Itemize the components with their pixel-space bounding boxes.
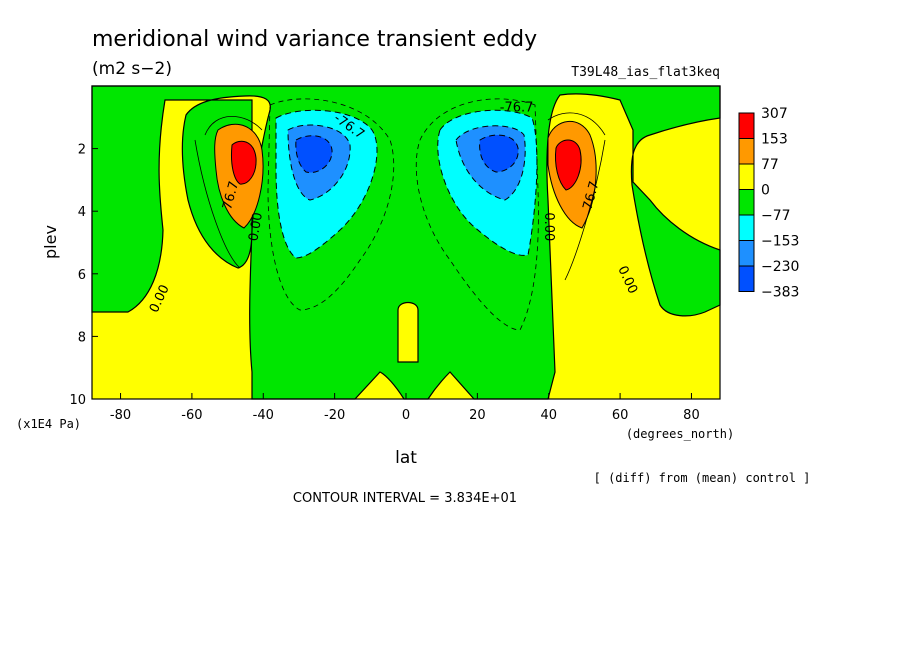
- y-axis-units: (x1E4 Pa): [16, 417, 81, 431]
- x-tick-label: -40: [253, 408, 274, 423]
- contour-line: [204, 115, 263, 136]
- contour-label: 0.00: [541, 212, 556, 241]
- contour-label: 76.7: [220, 180, 242, 212]
- lobe-right-blue: [479, 134, 519, 173]
- y-axis-label: plev: [41, 225, 60, 259]
- contour-line: [547, 112, 606, 136]
- x-tick-label: 80: [683, 408, 700, 423]
- x-tick-label: 20: [469, 408, 486, 423]
- contour-label: 76.7: [581, 180, 603, 212]
- colorbar-label: −230: [761, 259, 799, 275]
- x-axis-units: (degrees_north): [626, 427, 734, 441]
- contour-label: -76.7: [500, 100, 534, 115]
- lobe-left-blue: [295, 135, 333, 174]
- y-tick-label: 6: [78, 268, 86, 283]
- x-tick-label: 40: [540, 408, 557, 423]
- colorbar: 307 153 77 0 −77 −153 −230 −383: [738, 106, 799, 301]
- colorbar-swatch: [738, 163, 755, 190]
- chart-title: meridional wind variance transient eddy: [92, 27, 537, 52]
- contour-interval: CONTOUR INTERVAL = 3.834E+01: [293, 491, 517, 506]
- colorbar-label: 153: [761, 132, 788, 148]
- diff-note: [ (diff) from (mean) control ]: [594, 471, 811, 485]
- colorbar-label: −383: [761, 285, 799, 301]
- y-axis: 2 4 6 8 10: [69, 143, 98, 408]
- colorbar-label: 77: [761, 157, 779, 173]
- x-axis-label: lat: [395, 448, 417, 468]
- contour-line: [194, 139, 241, 269]
- contour-line: [564, 139, 606, 281]
- colorbar-swatch: [738, 240, 755, 267]
- run-label: T39L48_ias_flat3keq: [571, 65, 720, 80]
- colorbar-swatch: [738, 112, 755, 139]
- x-tick-label: -20: [324, 408, 345, 423]
- colorbar-swatch: [738, 138, 755, 165]
- y-tick-label: 10: [69, 393, 86, 408]
- x-axis: -80 -60 -40 -20 0 20 40 60 80: [110, 393, 700, 423]
- colorbar-label: −153: [761, 234, 799, 250]
- y-tick-label: 2: [78, 143, 86, 158]
- colorbar-label: −77: [761, 208, 791, 224]
- contour-line: [267, 98, 395, 311]
- x-tick-label: -80: [110, 408, 131, 423]
- colorbar-swatch: [738, 214, 755, 241]
- x-tick-label: 60: [612, 408, 629, 423]
- y-tick-label: 8: [78, 330, 86, 345]
- units-label: (m2 s−2): [92, 59, 172, 79]
- x-tick-label: 0: [402, 408, 410, 423]
- colorbar-label: 0: [761, 183, 770, 199]
- colorbar-swatch: [738, 189, 755, 216]
- y-tick-label: 4: [78, 205, 86, 220]
- x-tick-label: -60: [181, 408, 202, 423]
- colorbar-label: 307: [761, 106, 788, 122]
- contour-label: 0.00: [246, 211, 266, 242]
- contour-fill-tongue: [397, 301, 419, 363]
- jet-right-red: [555, 139, 582, 191]
- colorbar-swatch: [738, 265, 755, 292]
- contour-line: [415, 98, 539, 331]
- jet-left-red: [231, 140, 257, 185]
